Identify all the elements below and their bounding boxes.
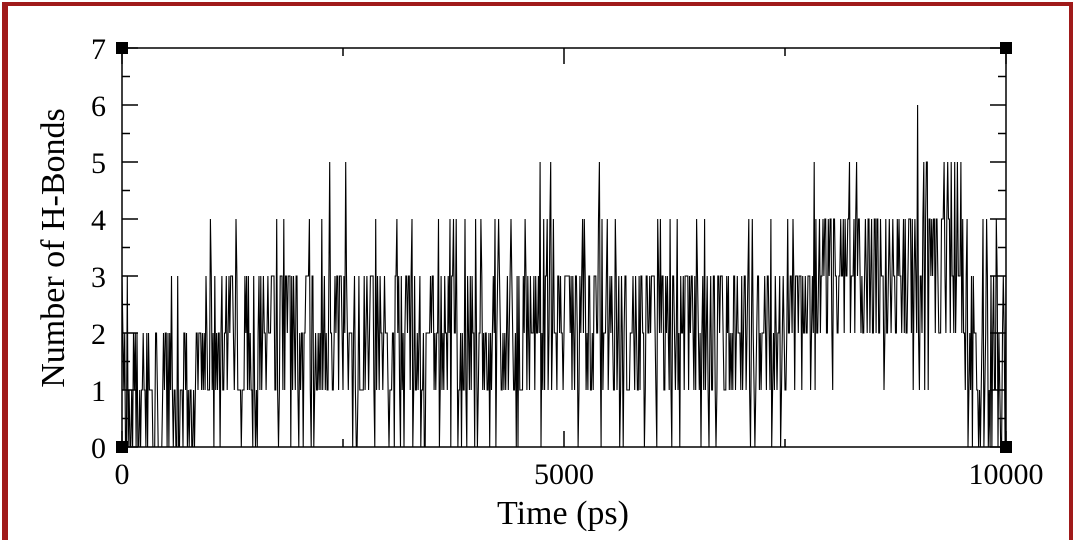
- y-tick-label: 3: [91, 261, 106, 294]
- axis-tick-labels: 0 5000 10000 0 1 2 3 4 5 6 7: [91, 33, 1044, 491]
- y-tick-label: 0: [91, 432, 106, 465]
- x-tick-label: 10000: [969, 458, 1044, 491]
- y-tick-label: 7: [91, 33, 106, 66]
- x-axis-label: Time (ps): [497, 495, 629, 532]
- y-tick-label: 1: [91, 375, 106, 408]
- series-line: [121, 104, 1007, 448]
- hbond-series-path: [121, 104, 1007, 448]
- y-tick-label: 4: [91, 204, 106, 237]
- y-tick-label: 2: [91, 318, 106, 351]
- x-tick-label: 5000: [534, 458, 594, 491]
- x-tick-label: 0: [115, 458, 130, 491]
- y-axis-label: Number of H-Bonds: [35, 108, 72, 388]
- axis-ticks: [121, 47, 1007, 448]
- y-tick-label: 5: [91, 147, 106, 180]
- y-tick-label: 6: [91, 90, 106, 123]
